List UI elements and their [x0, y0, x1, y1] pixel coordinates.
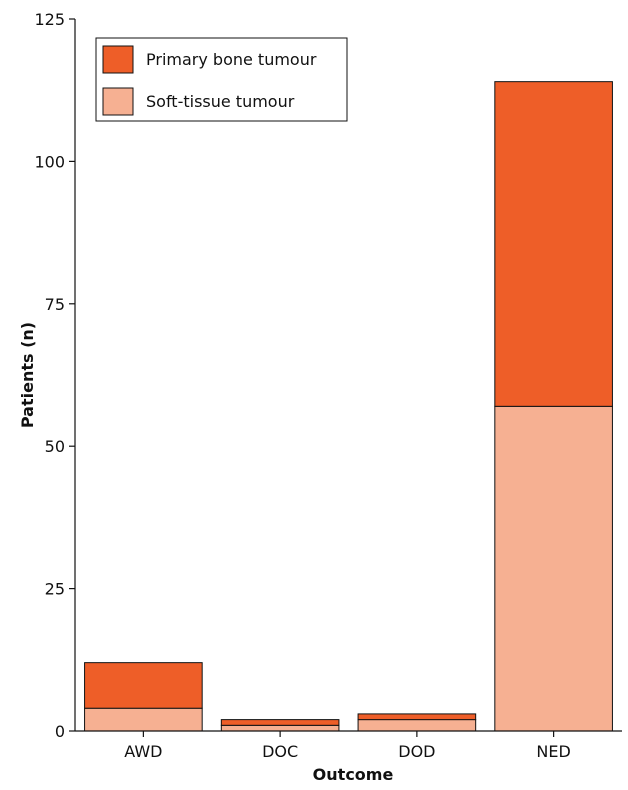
bar-dod-soft-tissue: [357, 719, 477, 732]
bar-awd-primary-bone: [84, 662, 203, 709]
x-tick-label-dod: DOD: [398, 742, 435, 761]
legend-label-soft-tissue: Soft-tissue tumour: [146, 92, 295, 111]
bar-dod-primary-bone: [357, 713, 477, 721]
y-tick-label: 50: [45, 437, 65, 456]
legend-swatch-primary-bone: [102, 45, 134, 74]
legend-swatch-soft-tissue: [102, 87, 134, 116]
bars-layer: [84, 81, 613, 732]
bar-doc-soft-tissue: [220, 724, 340, 732]
bar-ned-soft-tissue: [494, 405, 613, 732]
y-tick-label: 100: [34, 152, 65, 171]
bar-ned-primary-bone: [494, 81, 613, 407]
legend-frame: [95, 37, 348, 122]
y-tick-label: 75: [45, 295, 65, 314]
y-tick-label: 0: [55, 722, 65, 741]
x-tick-label-doc: DOC: [262, 742, 298, 761]
x-tick-label-ned: NED: [536, 742, 570, 761]
bar-awd-soft-tissue: [84, 707, 203, 732]
legend: Primary bone tumour Soft-tissue tumour: [95, 37, 348, 122]
legend-label-primary-bone: Primary bone tumour: [146, 50, 317, 69]
y-axis-title: Patients (n): [18, 322, 37, 428]
y-tick-label: 25: [45, 580, 65, 599]
bar-doc-primary-bone: [220, 719, 340, 726]
y-ticks: 0 25 50 75 100 125: [34, 10, 75, 741]
x-axis-title: Outcome: [313, 765, 394, 784]
x-tick-label-awd: AWD: [124, 742, 162, 761]
x-ticks: AWD DOC DOD NED: [124, 731, 571, 761]
y-tick-label: 125: [34, 10, 65, 29]
